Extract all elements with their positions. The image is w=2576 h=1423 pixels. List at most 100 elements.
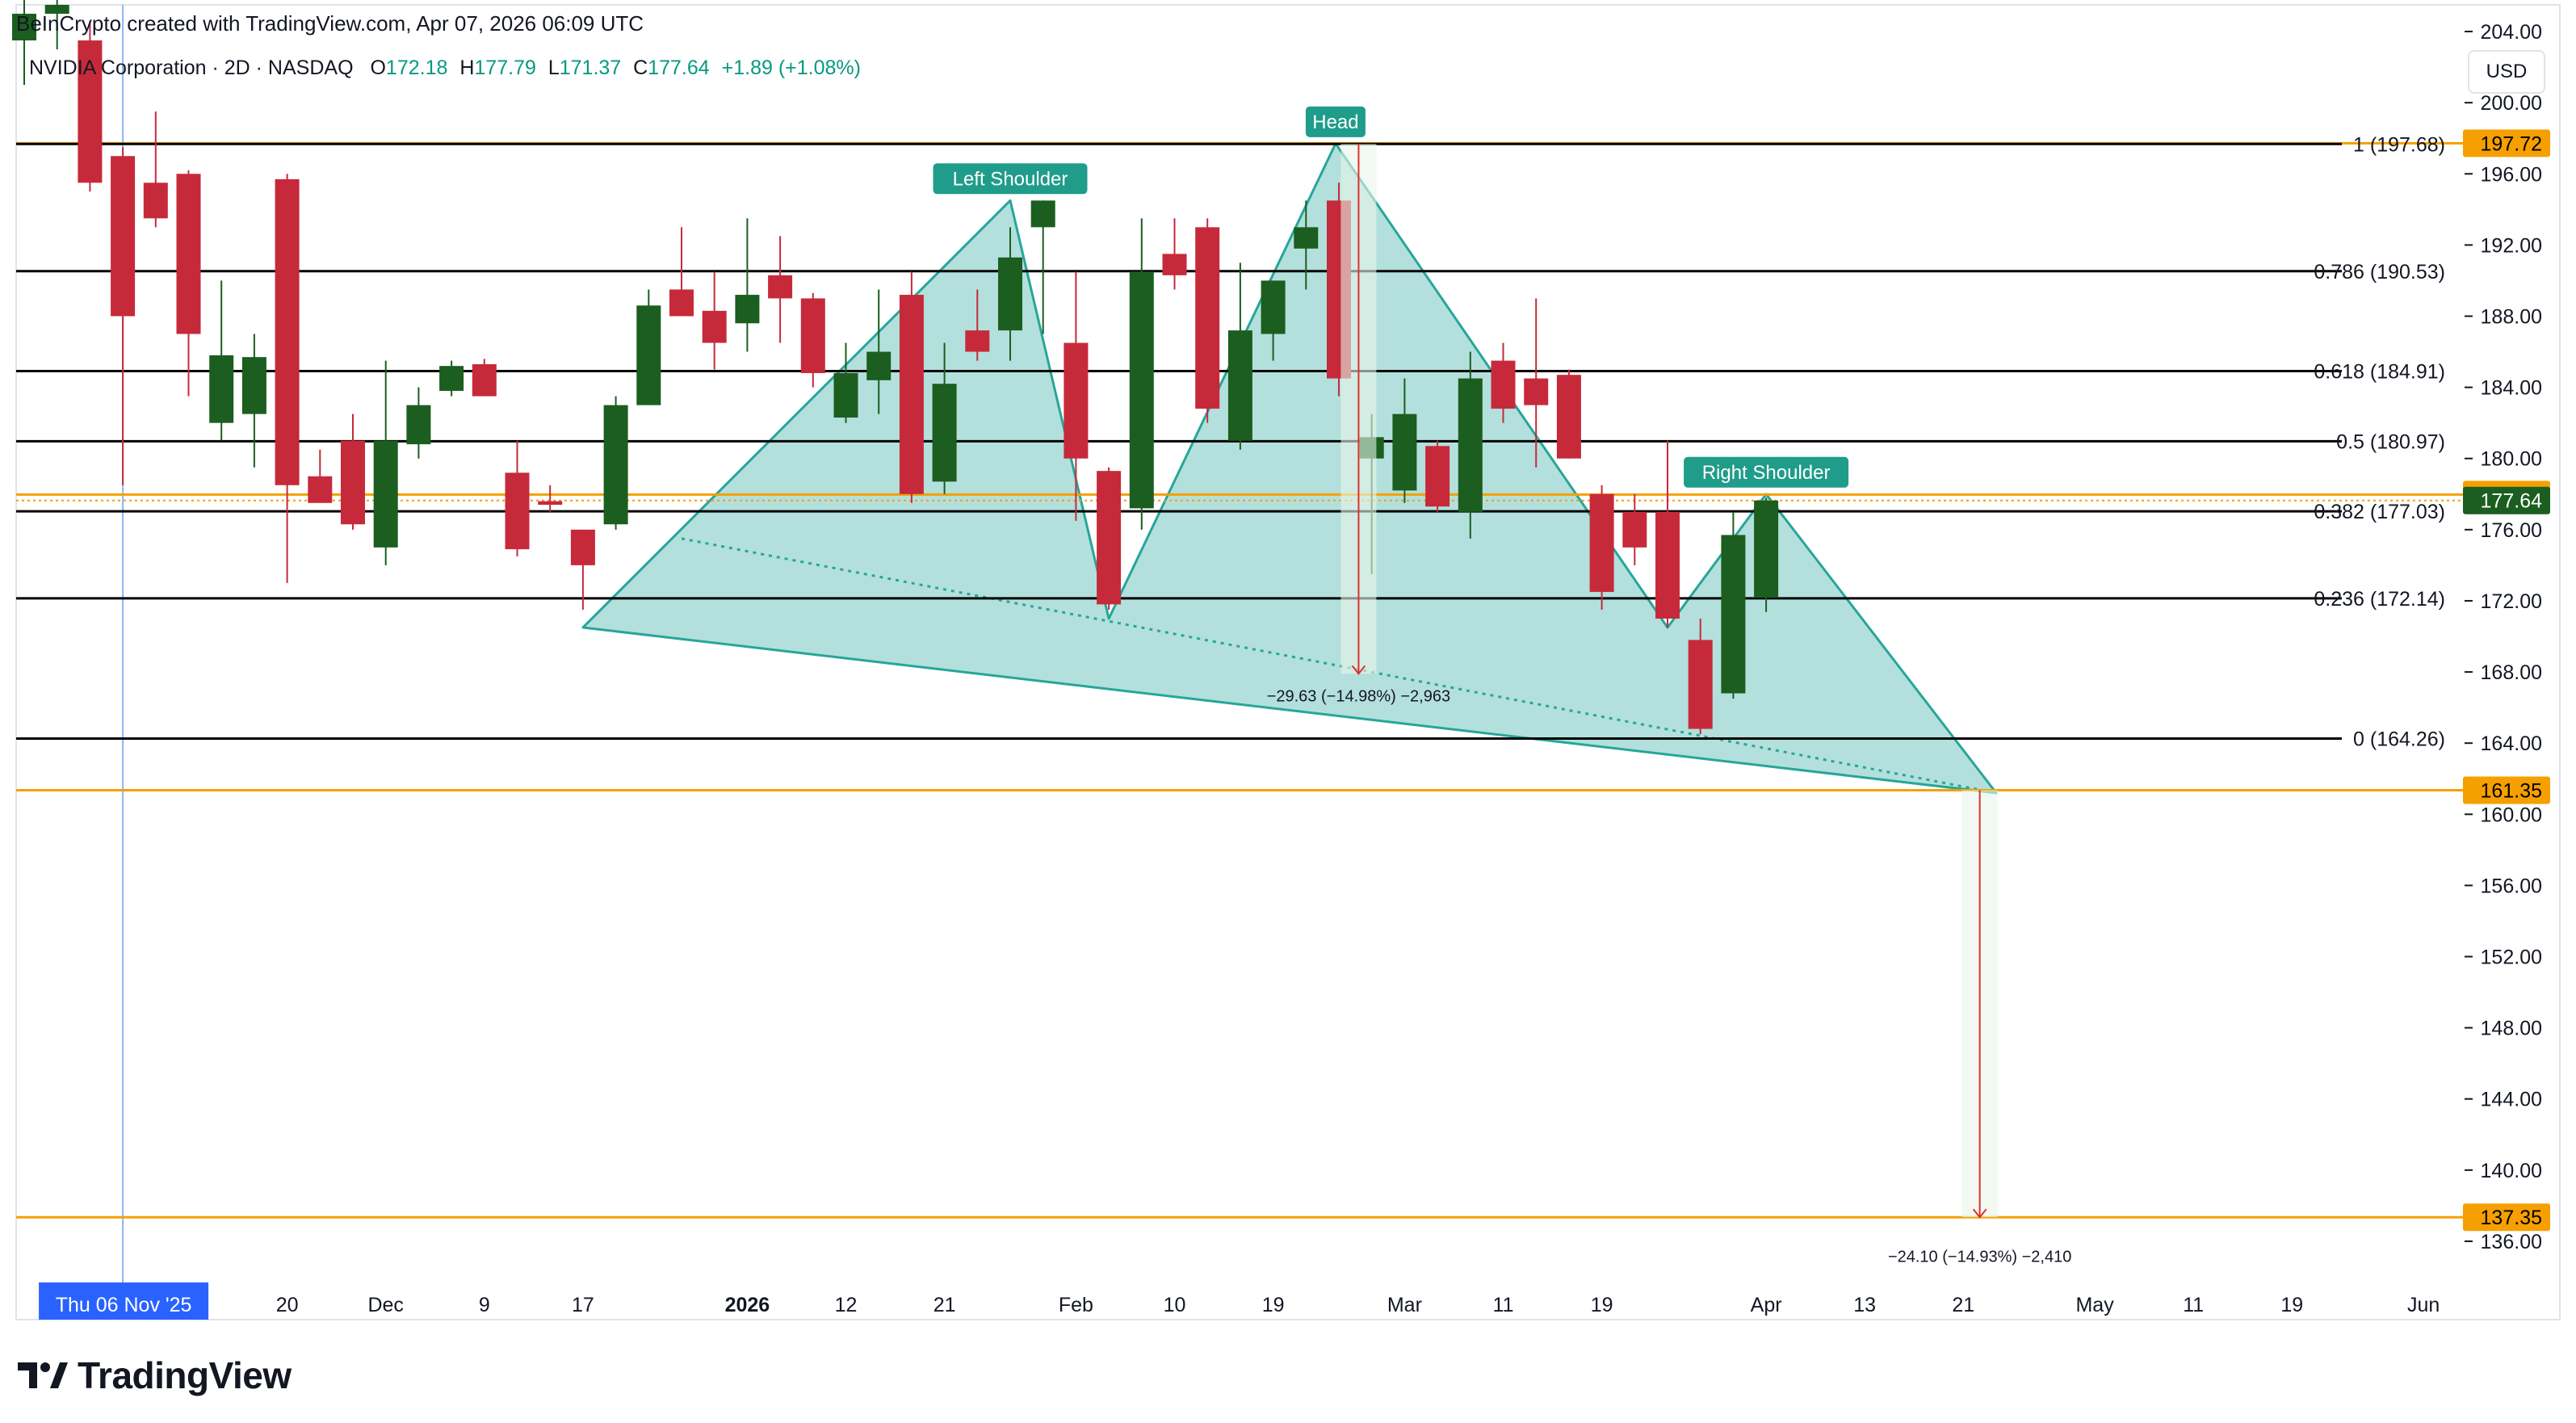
x-tick-label: 11 xyxy=(2183,1294,2204,1316)
crosshair-date-tag xyxy=(39,1282,209,1320)
candle-body xyxy=(373,440,398,548)
price-tag xyxy=(2463,776,2550,804)
y-tick-label: 176.00 xyxy=(2481,519,2542,542)
candle-body xyxy=(143,183,168,219)
measure-label: −29.63 (−14.98%) −2,963 xyxy=(1267,688,1450,706)
candle-body xyxy=(1655,511,1680,619)
y-tick-label: 200.00 xyxy=(2481,92,2542,115)
candle-body xyxy=(1754,500,1779,598)
candle-body xyxy=(1688,640,1713,729)
chart-border xyxy=(15,4,2561,1320)
candle-body xyxy=(1721,535,1746,694)
x-tick-label: 21 xyxy=(933,1294,956,1316)
candle-body xyxy=(439,366,464,392)
candle-body xyxy=(472,363,497,397)
measure-arrowhead xyxy=(1972,1208,1987,1219)
price-tag-label: 161.35 xyxy=(2481,780,2542,803)
candle-body xyxy=(1524,378,1549,405)
fib-label: 0.5 (180.97) xyxy=(2336,430,2445,453)
low-label: L xyxy=(548,57,560,79)
price-tag-label: 137.35 xyxy=(2481,1207,2542,1229)
x-tick-label: 9 xyxy=(479,1294,490,1316)
fib-label: 1 (197.68) xyxy=(2353,133,2445,156)
candle-body xyxy=(570,529,595,565)
candle-body xyxy=(505,472,530,550)
y-tick-label: 160.00 xyxy=(2481,804,2542,826)
tradingview-logo-icon xyxy=(18,1359,68,1392)
candle-body xyxy=(176,174,201,334)
currency-button[interactable]: USD xyxy=(2468,50,2545,94)
measure-arrowhead xyxy=(1351,665,1366,675)
x-tick-label: Dec xyxy=(367,1294,403,1316)
currency-label: USD xyxy=(2486,61,2528,82)
x-tick-label: 20 xyxy=(276,1294,299,1316)
crosshair-date-label: Thu 06 Nov '25 xyxy=(56,1294,192,1316)
candle-body xyxy=(1556,375,1581,459)
x-tick-label: 2026 xyxy=(725,1294,770,1316)
candle-body xyxy=(308,476,333,503)
y-tick-label: 148.00 xyxy=(2481,1018,2542,1040)
symbol-name: NVIDIA Corporation · 2D · NASDAQ xyxy=(29,57,354,79)
candle-body xyxy=(735,295,760,324)
candle-body xyxy=(1622,511,1647,548)
candle-body xyxy=(1589,493,1614,592)
candle-body xyxy=(44,5,69,15)
price-tag xyxy=(2463,129,2550,157)
close-value: 177.64 xyxy=(648,57,710,79)
x-tick-label: Mar xyxy=(1387,1294,1422,1316)
symbol-legend: NVIDIA Corporation · 2D · NASDAQ O172.18… xyxy=(29,57,861,80)
tradingview-logo[interactable]: TradingView xyxy=(18,1354,292,1397)
candle-body xyxy=(1227,330,1252,441)
y-tick-label: 192.00 xyxy=(2481,234,2542,257)
pattern-label: Left Shoulder xyxy=(953,168,1068,190)
candle-body xyxy=(833,372,858,418)
y-tick-label: 156.00 xyxy=(2481,875,2542,897)
x-tick-label: 19 xyxy=(1262,1294,1285,1316)
candle-body xyxy=(899,295,924,494)
x-tick-label: 12 xyxy=(835,1294,858,1316)
fib-label: 0.786 (190.53) xyxy=(2314,261,2445,283)
x-tick-label: Jun xyxy=(2407,1294,2440,1316)
x-tick-label: 19 xyxy=(1591,1294,1613,1316)
neckline xyxy=(681,537,1997,795)
candle-body xyxy=(275,178,300,485)
candle-body xyxy=(669,289,694,317)
y-tick-label: 196.00 xyxy=(2481,163,2542,186)
x-tick-label: 13 xyxy=(1853,1294,1876,1316)
candle-body xyxy=(1162,254,1187,275)
candle-body xyxy=(1030,200,1055,228)
pattern-label-box xyxy=(933,163,1088,195)
fib-label: 0.382 (177.03) xyxy=(2314,501,2445,523)
y-tick-label: 204.00 xyxy=(2481,21,2542,44)
y-tick-label: 168.00 xyxy=(2481,661,2542,684)
price-tag xyxy=(2463,486,2550,514)
x-tick-label: 19 xyxy=(2280,1294,2303,1316)
open-value: 172.18 xyxy=(385,57,448,79)
x-tick-label: May xyxy=(2075,1294,2114,1316)
low-value: 171.37 xyxy=(559,57,622,79)
change-value: +1.89 (+1.08%) xyxy=(721,57,861,79)
pattern-label: Right Shoulder xyxy=(1702,462,1831,484)
y-tick-label: 144.00 xyxy=(2481,1089,2542,1111)
candle-body xyxy=(1195,227,1220,409)
open-label: O xyxy=(370,57,386,79)
y-tick-label: 180.00 xyxy=(2481,448,2542,471)
price-tag-label: 177.64 xyxy=(2481,490,2543,513)
candle-body xyxy=(538,501,563,505)
candle-body xyxy=(1261,280,1286,334)
measure-label: −24.10 (−14.93%) −2,410 xyxy=(1888,1249,2071,1266)
y-tick-label: 140.00 xyxy=(2481,1160,2542,1182)
candle-body xyxy=(1458,378,1483,512)
candle-body xyxy=(965,330,990,352)
fib-label: 0.618 (184.91) xyxy=(2314,361,2445,384)
pattern-label: Head xyxy=(1312,111,1358,133)
pattern-label-box xyxy=(1684,456,1849,488)
x-tick-label: Feb xyxy=(1059,1294,1093,1316)
high-label: H xyxy=(459,57,475,79)
candle-body xyxy=(866,351,892,380)
candle-body xyxy=(1129,271,1154,509)
fib-label: 0 (164.26) xyxy=(2353,728,2445,750)
candle-body xyxy=(603,405,628,525)
y-tick-label: 172.00 xyxy=(2481,590,2542,613)
